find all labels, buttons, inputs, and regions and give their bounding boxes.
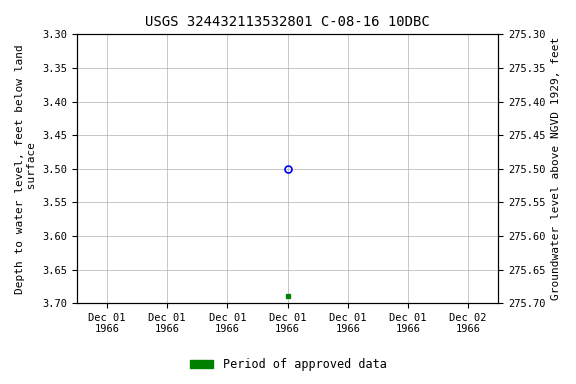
Y-axis label: Depth to water level, feet below land
 surface: Depth to water level, feet below land su…: [15, 44, 37, 294]
Title: USGS 324432113532801 C-08-16 10DBC: USGS 324432113532801 C-08-16 10DBC: [145, 15, 430, 29]
Y-axis label: Groundwater level above NGVD 1929, feet: Groundwater level above NGVD 1929, feet: [551, 37, 561, 300]
Legend: Period of approved data: Period of approved data: [185, 354, 391, 376]
